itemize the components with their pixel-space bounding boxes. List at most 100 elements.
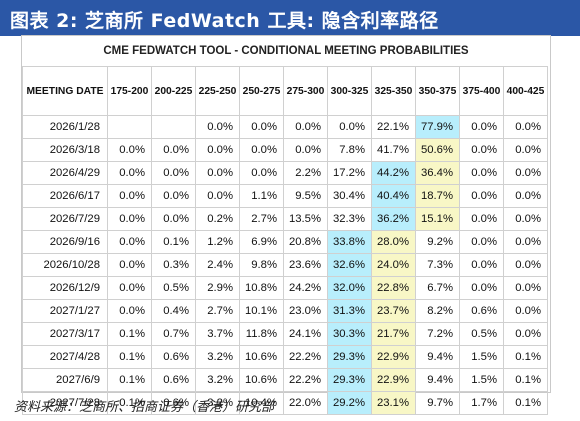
- probability-cell: 22.0%: [283, 391, 328, 415]
- probability-cell: 22.2%: [283, 345, 328, 369]
- probability-cell: 1.7%: [459, 391, 504, 415]
- probability-cell: 23.6%: [283, 253, 328, 277]
- probability-cell: 6.7%: [415, 276, 460, 300]
- probability-cell: 1.2%: [195, 230, 240, 254]
- probability-cell: 0.0%: [459, 161, 504, 185]
- probability-cell: 0.0%: [459, 115, 504, 139]
- table-row: 2027/6/9 0.1% 0.6% 3.2% 10.6% 22.2% 29.3% 22.9%…: [22, 368, 548, 392]
- probability-cell: 0.0%: [239, 161, 284, 185]
- table-row: 2026/3/18 0.0% 0.0% 0.0% 0.0% 0.0% 7.8% 41.7% 50…: [22, 138, 548, 162]
- probability-cell: 18.7%: [415, 184, 460, 208]
- meeting-date-cell: 2026/1/28: [22, 115, 108, 139]
- column-header-rate-range: 225-250: [195, 66, 240, 116]
- probability-cell: 32.0%: [327, 276, 372, 300]
- probability-cell: 1.5%: [459, 368, 504, 392]
- meeting-date-cell: 2027/7/28: [22, 391, 108, 415]
- probability-cell: 32.6%: [327, 253, 372, 277]
- table-row: 2027/7/28 0.1% 0.6% 3.2% 10.4% 22.0% 29.2% 23.1…: [22, 391, 548, 415]
- column-header-rate-range: 325-350: [371, 66, 416, 116]
- probability-cell: 0.2%: [195, 207, 240, 231]
- probability-cell: 9.4%: [415, 368, 460, 392]
- probability-cell: 0.0%: [459, 230, 504, 254]
- probability-cell: 2.7%: [239, 207, 284, 231]
- probability-cell: 3.2%: [195, 391, 240, 415]
- probability-cell: 23.0%: [283, 299, 328, 323]
- probability-cell: 24.0%: [371, 253, 416, 277]
- probability-cell: 10.8%: [239, 276, 284, 300]
- probability-cell: 0.0%: [107, 161, 152, 185]
- probability-cell: 32.3%: [327, 207, 372, 231]
- probability-cell: 0.0%: [195, 115, 240, 139]
- probability-cell: 36.2%: [371, 207, 416, 231]
- probability-cell: 0.5%: [151, 276, 196, 300]
- probability-cell: 0.1%: [503, 368, 548, 392]
- probability-cell: 2.7%: [195, 299, 240, 323]
- probability-cell: 0.1%: [503, 391, 548, 415]
- probability-cell: 0.4%: [151, 299, 196, 323]
- fedwatch-table-panel: CME FEDWATCH TOOL - CONDITIONAL MEETING …: [21, 35, 551, 415]
- probability-cell: 1.5%: [459, 345, 504, 369]
- table-body: 2026/1/28 0.0% 0.0% 0.0% 0.0% 22.1% 77.9% 0.0% 0…: [22, 115, 548, 415]
- probability-cell: 0.0%: [503, 276, 548, 300]
- probability-cell: 0.1%: [107, 345, 152, 369]
- probability-cell: 0.1%: [151, 230, 196, 254]
- probability-cell: 0.0%: [107, 138, 152, 162]
- meeting-date-cell: 2026/6/17: [22, 184, 108, 208]
- probability-cell: 33.8%: [327, 230, 372, 254]
- probability-cell: 0.0%: [239, 115, 284, 139]
- probability-cell: 0.7%: [151, 322, 196, 346]
- column-header-rate-range: 250-275: [239, 66, 284, 116]
- probability-cell: 29.3%: [327, 345, 372, 369]
- table-row: 2026/1/28 0.0% 0.0% 0.0% 0.0% 22.1% 77.9% 0.0% 0…: [22, 115, 548, 139]
- probability-cell: 29.3%: [327, 368, 372, 392]
- probability-cell: 6.9%: [239, 230, 284, 254]
- probability-cell: 29.2%: [327, 391, 372, 415]
- probability-cell: 0.1%: [107, 322, 152, 346]
- column-header-meeting-date: MEETING DATE: [22, 66, 108, 116]
- probability-cell: 2.4%: [195, 253, 240, 277]
- meeting-date-cell: 2027/4/28: [22, 345, 108, 369]
- probability-cell: [107, 115, 152, 139]
- meeting-date-cell: 2026/3/18: [22, 138, 108, 162]
- probability-cell: 0.5%: [459, 322, 504, 346]
- probability-cell: 0.0%: [503, 207, 548, 231]
- probability-cell: 0.0%: [459, 184, 504, 208]
- column-header-rate-range: 350-375: [415, 66, 460, 116]
- column-header-rate-range: 200-225: [151, 66, 196, 116]
- probability-cell: 40.4%: [371, 184, 416, 208]
- probability-cell: 9.2%: [415, 230, 460, 254]
- probability-cell: 0.1%: [107, 368, 152, 392]
- probability-cell: 23.7%: [371, 299, 416, 323]
- probability-cell: 22.8%: [371, 276, 416, 300]
- table-row: 2026/6/17 0.0% 0.0% 0.0% 1.1% 9.5% 30.4% 40.4% 1…: [22, 184, 548, 208]
- probability-cell: 0.0%: [503, 138, 548, 162]
- probability-cell: 28.0%: [371, 230, 416, 254]
- probability-cell: 2.9%: [195, 276, 240, 300]
- probability-cell: 9.5%: [283, 184, 328, 208]
- probability-cell: 22.1%: [371, 115, 416, 139]
- column-header-rate-range: 300-325: [327, 66, 372, 116]
- probability-cell: 17.2%: [327, 161, 372, 185]
- column-header-rate-range: 375-400: [459, 66, 504, 116]
- probability-cell: 36.4%: [415, 161, 460, 185]
- meeting-date-cell: 2026/10/28: [22, 253, 108, 277]
- probability-cell: 0.6%: [459, 299, 504, 323]
- probability-cell: 10.6%: [239, 368, 284, 392]
- probability-cell: 3.2%: [195, 368, 240, 392]
- probability-cell: 13.5%: [283, 207, 328, 231]
- probability-cell: 0.0%: [195, 138, 240, 162]
- title-bar: 图表 2: 芝商所 FedWatch 工具: 隐含利率路径: [0, 0, 580, 36]
- probability-cell: 0.0%: [107, 299, 152, 323]
- table-row: 2026/9/16 0.0% 0.1% 1.2% 6.9% 20.8% 33.8% 28.0%…: [22, 230, 548, 254]
- table-row: 2027/3/17 0.1% 0.7% 3.7% 11.8% 24.1% 30.3% 21.7…: [22, 322, 548, 346]
- probability-cell: 0.0%: [503, 253, 548, 277]
- probability-cell: 0.0%: [151, 207, 196, 231]
- probability-cell: 0.0%: [151, 184, 196, 208]
- probability-cell: 22.9%: [371, 345, 416, 369]
- probability-cell: 3.2%: [195, 345, 240, 369]
- probability-cell: 0.0%: [459, 253, 504, 277]
- probability-cell: 0.0%: [283, 115, 328, 139]
- meeting-date-cell: 2027/6/9: [22, 368, 108, 392]
- probability-cell: 0.1%: [503, 345, 548, 369]
- probability-cell: 77.9%: [415, 115, 460, 139]
